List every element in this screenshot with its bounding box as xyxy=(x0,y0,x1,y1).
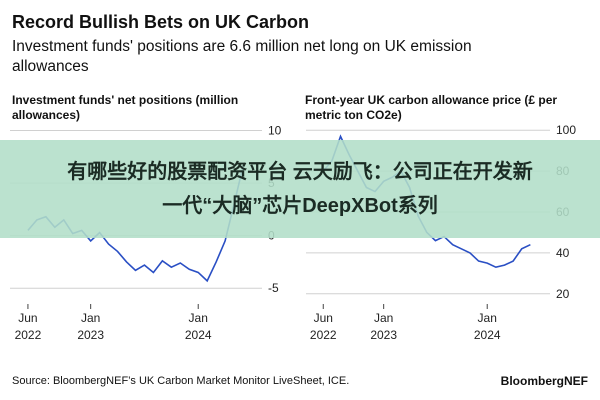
title: Record Bullish Bets on UK Carbon xyxy=(12,12,310,32)
x-tick-label: Jan xyxy=(374,311,393,325)
x-tick-label: Jan xyxy=(189,311,208,325)
x-tick-label: Jan xyxy=(478,311,497,325)
source: Source: BloombergNEF’s UK Carbon Market … xyxy=(12,375,350,387)
x-tick-label: 2022 xyxy=(15,328,42,342)
x-tick-label: 2023 xyxy=(77,328,104,342)
banner: 有哪些好的股票配资平台 云天励飞：公司正在开发新 一代“大脑”芯片DeepXBo… xyxy=(0,140,600,238)
x-tick-label: 2024 xyxy=(185,328,212,342)
x-tick-label: 2023 xyxy=(370,328,397,342)
x-tick-label: 2024 xyxy=(474,328,501,342)
x-tick-label: Jun xyxy=(314,311,333,325)
banner-line: 一代“大脑”芯片DeepXBot系列 xyxy=(162,195,438,217)
subtitle: Investment funds' positions are 6.6 mill… xyxy=(12,38,472,75)
x-tick-label: 2022 xyxy=(310,328,337,342)
x-tick-label: Jun xyxy=(18,311,37,325)
chart-title: Investment funds' net positions (million… xyxy=(12,93,239,122)
brand: BloombergNEF xyxy=(500,374,588,388)
x-tick-label: Jan xyxy=(81,311,100,325)
y-tick-label: 40 xyxy=(556,246,570,260)
chart-title: Front-year UK carbon allowance price (£ … xyxy=(305,93,558,122)
banner-line: 有哪些好的股票配资平台 云天励飞：公司正在开发新 xyxy=(67,161,533,183)
y-tick-label: 20 xyxy=(556,287,570,301)
y-tick-label: -5 xyxy=(268,281,279,295)
y-tick-label: 100 xyxy=(556,123,576,137)
y-tick-label: 10 xyxy=(268,124,282,138)
